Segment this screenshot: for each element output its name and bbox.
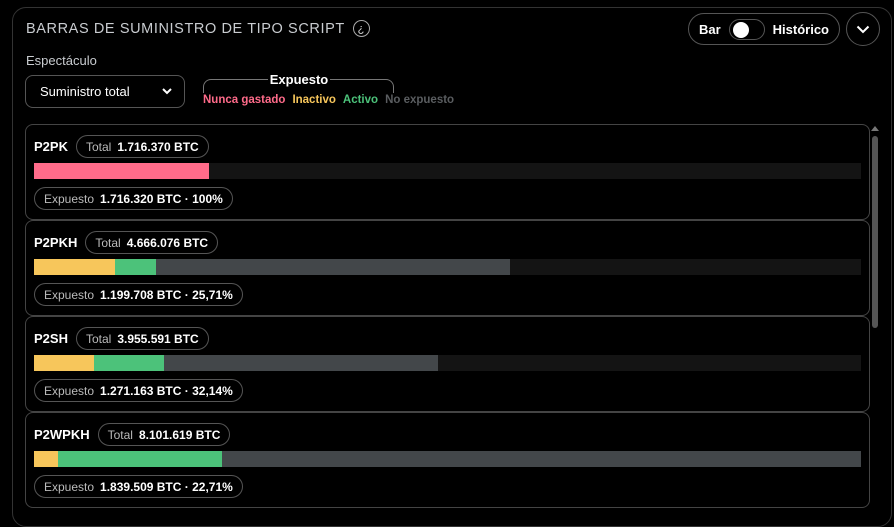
script-type-name: P2PK (34, 139, 68, 154)
bar-segment-not-exposed[interactable] (156, 259, 511, 275)
exposed-label: Expuesto (44, 479, 95, 494)
panel-title: BARRAS DE SUMINISTRO DE TIPO SCRIPT (26, 20, 345, 37)
exposed-badge: Expuesto 1.839.509 BTC · 22,71% (34, 475, 243, 498)
supply-bar (34, 355, 861, 371)
exposed-label: Expuesto (44, 287, 95, 302)
exposed-value: 1.839.509 BTC · 22,71% (100, 479, 233, 494)
legend-title: Expuesto (267, 72, 331, 87)
bar-historic-toggle[interactable]: Bar Histórico (688, 13, 840, 45)
supply-bar (34, 259, 861, 275)
info-icon[interactable]: ¿ (352, 20, 370, 37)
toggle-switch[interactable] (728, 18, 765, 40)
bar-segment-active[interactable] (94, 355, 164, 371)
scroll-up-icon[interactable] (871, 126, 879, 131)
total-value: 3.955.591 BTC (117, 331, 199, 346)
total-badge: Total 8.101.619 BTC (97, 423, 231, 446)
legend-item[interactable]: No expuesto (385, 94, 455, 106)
exposed-label: Expuesto (44, 383, 95, 398)
scrollbar-thumb[interactable] (872, 136, 878, 328)
exposed-badge: Expuesto 1.271.163 BTC · 32,14% (34, 379, 243, 402)
supply-bar (34, 163, 861, 179)
exposed-label: Expuesto (44, 191, 95, 206)
legend-item[interactable]: Activo (342, 94, 379, 106)
bar-segment-not-exposed[interactable] (221, 451, 861, 467)
total-label: Total (85, 331, 112, 346)
script-type-card: P2PK Total 1.716.370 BTC Expuesto 1.716.32… (25, 124, 870, 220)
total-badge: Total 1.716.370 BTC (75, 135, 209, 158)
bar-segment-inactive[interactable] (34, 451, 58, 467)
legend-item[interactable]: Nunca gastado (203, 94, 286, 106)
total-label: Total (107, 427, 133, 442)
scrollbar[interactable] (870, 124, 880, 504)
display-label: Espectáculo (26, 53, 97, 68)
total-badge: Total 4.666.076 BTC (85, 231, 219, 254)
collapse-button[interactable] (846, 12, 880, 46)
script-type-name: P2PKH (34, 235, 78, 250)
exposed-badge: Expuesto 1.716.320 BTC · 100% (34, 187, 233, 210)
exposed-badge: Expuesto 1.199.708 BTC · 25,71% (34, 283, 243, 306)
exposed-value: 1.199.708 BTC · 25,71% (100, 287, 233, 302)
script-type-name: P2SH (34, 331, 68, 346)
exposed-value: 1.716.320 BTC · 100% (100, 191, 223, 206)
bar-segment-inactive[interactable] (34, 355, 95, 371)
toggle-label-historic: Histórico (772, 21, 829, 37)
total-badge: Total 3.955.591 BTC (75, 327, 209, 350)
bar-segment-not-exposed[interactable] (163, 355, 438, 371)
display-select[interactable]: Suministro total (25, 75, 185, 108)
bar-segment-inactive[interactable] (34, 259, 115, 275)
script-type-card: P2SH Total 3.955.591 BTC Expuesto 1.271.16… (25, 316, 870, 412)
panel-header: BARRAS DE SUMINISTRO DE TIPO SCRIPT ¿ (26, 20, 370, 37)
script-type-card: P2WPKH Total 8.101.619 BTC Expuesto 1.839.… (25, 412, 870, 508)
bar-segment-never-spent[interactable] (34, 163, 210, 179)
toggle-label-bar: Bar (699, 21, 721, 37)
bar-segment-active[interactable] (57, 451, 222, 467)
total-value: 8.101.619 BTC (138, 427, 221, 442)
exposed-value: 1.271.163 BTC · 32,14% (100, 383, 233, 398)
legend-item[interactable]: Inactivo (292, 94, 336, 106)
total-label: Total (95, 235, 121, 250)
script-type-card: P2PKH Total 4.666.076 BTC Expuesto 1.199.7… (25, 220, 870, 316)
chevron-down-icon (162, 88, 172, 95)
display-select-value: Suministro total (40, 84, 130, 99)
total-value: 4.666.076 BTC (126, 235, 209, 250)
total-label: Total (85, 139, 112, 154)
supply-bar (34, 451, 861, 467)
chevron-down-icon (856, 25, 870, 33)
bar-segment-active[interactable] (114, 259, 157, 275)
script-type-list: P2PK Total 1.716.370 BTC Expuesto 1.716.32… (25, 124, 870, 508)
toggle-knob (732, 21, 749, 38)
script-type-name: P2WPKH (34, 427, 90, 442)
total-value: 1.716.370 BTC (117, 139, 199, 154)
